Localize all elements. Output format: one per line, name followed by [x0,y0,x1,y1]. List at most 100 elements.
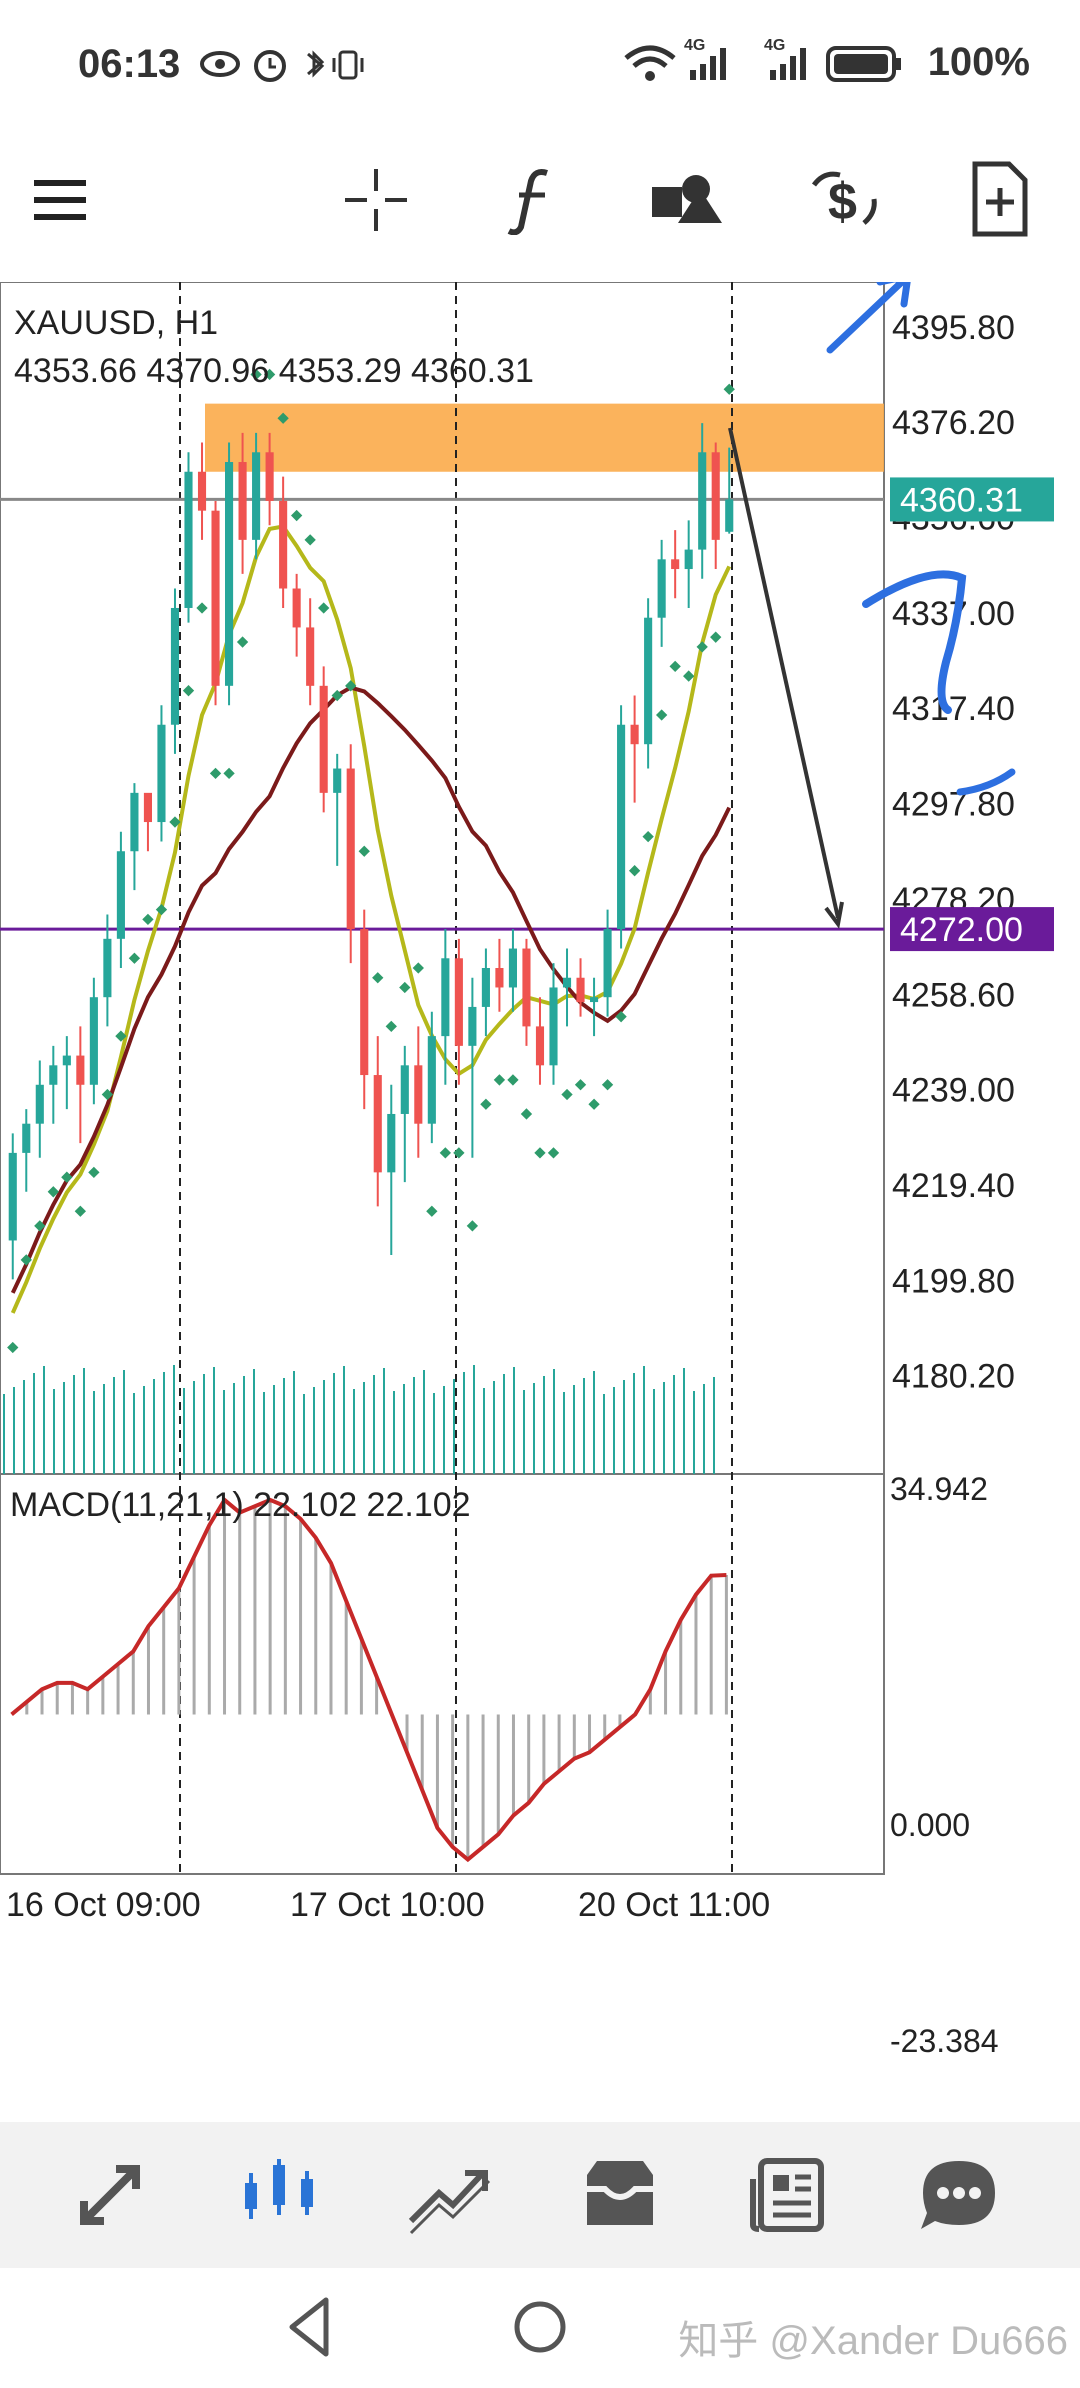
sar-dot [20,1254,32,1266]
sar-dot [182,685,195,697]
candle [76,1055,85,1085]
candle [644,617,653,745]
candle [265,452,274,501]
objects-button[interactable] [638,140,738,260]
sar-dot [439,1147,452,1159]
sar-dot [115,1030,127,1042]
sar-dot [358,845,370,857]
price-axis-label: 4376.20 [892,404,1015,442]
menu-icon [34,180,86,220]
nav-trade[interactable] [390,2122,510,2268]
sar-dot [412,962,424,974]
signal-icon [690,48,726,80]
candle [49,1065,58,1085]
candle [603,929,612,998]
crosshair-icon [345,169,407,231]
candle [427,1036,436,1124]
level-tag-bg [890,907,1054,952]
price-axis-label: 4395.80 [892,309,1015,347]
sar-dot [345,680,357,692]
chart-area[interactable]: 4395.804376.204356.604337.004317.404297.… [0,271,1080,2082]
candle [441,958,450,1037]
sar-dot [399,981,411,994]
bluetooth-icon [307,50,325,78]
nav-quotes[interactable] [50,2122,170,2268]
indicators-button[interactable] [482,140,582,260]
sar-dot [290,509,303,522]
eye-icon [200,51,240,77]
pen-annotation-tick [956,768,1016,796]
candle [400,1065,409,1114]
nav-chart[interactable] [220,2122,340,2268]
home-icon[interactable] [505,2292,575,2362]
candle [684,549,693,570]
crosshair-button[interactable] [326,140,426,260]
candle [225,462,234,686]
vibrate-icon [332,50,364,80]
new-order-button[interactable] [950,140,1050,260]
candle [360,929,369,1076]
symbol-label: XAUUSD, H1 [14,304,218,342]
candle [725,499,734,532]
sar-dot [628,865,641,877]
sar-dot [426,1205,438,1217]
sar-dot [277,412,289,424]
network-type-label-2: 4G [764,37,785,54]
candle [22,1123,31,1153]
sar-dot [683,670,695,682]
sar-dot [128,952,141,964]
candle [279,500,288,589]
sar-dot [74,1205,87,1217]
candle [414,1065,423,1124]
level-tag: 4272.00 [900,911,1023,949]
macd-axis-label: -23.384 [890,2023,999,2059]
nav-messages[interactable] [900,2122,1020,2268]
sar-dot [318,602,330,614]
candle [292,588,301,628]
sar-dot [196,602,208,614]
candle [89,997,98,1085]
price-axis-label: 4199.80 [892,1262,1015,1300]
sar-dot [655,709,668,721]
price-axis-label: 4297.80 [892,786,1015,824]
candle [468,1006,477,1046]
candle [346,768,355,930]
candle [211,510,220,686]
macd-label: MACD(11,21,1) 22.102 22.102 [10,1486,471,1524]
candle [184,471,193,608]
dollar-trade-icon: $ [811,171,877,231]
time-label: 20 Oct 11:00 [578,1886,770,1924]
sar-dot [453,1147,465,1159]
sar-dot [710,631,722,643]
indicators-icon [507,169,548,235]
messages-icon [921,2161,995,2229]
sar-dot [236,636,249,648]
candle [562,977,572,988]
sar-dot [669,660,681,673]
macd-axis-label: 0.000 [890,1807,970,1843]
candle [252,452,261,540]
wifi-icon [624,45,676,81]
candle [373,1075,382,1173]
sar-dot [155,903,168,916]
trade-icon [408,2170,491,2235]
back-icon[interactable] [280,2292,340,2362]
chart-toolbar: $ [0,140,1080,260]
svg-text:$: $ [828,173,857,231]
nav-history[interactable] [560,2122,680,2268]
candle [590,997,599,1003]
sar-dot [169,816,181,828]
new-order-icon [972,161,1028,237]
price-axis-label: 4219.40 [892,1167,1015,1205]
menu-button[interactable] [10,140,110,260]
trade-button[interactable]: $ [794,140,894,260]
chart-svg[interactable]: 4395.804376.204356.604337.004317.404297.… [0,271,1080,2082]
sar-dot [696,641,708,653]
nav-news[interactable] [730,2122,850,2268]
sar-dot [466,1220,479,1232]
sar-dot [723,383,735,395]
sar-dot [61,1171,73,1183]
chart-icon [245,2159,313,2219]
candle [549,987,558,1066]
sar-dot [561,1088,573,1101]
